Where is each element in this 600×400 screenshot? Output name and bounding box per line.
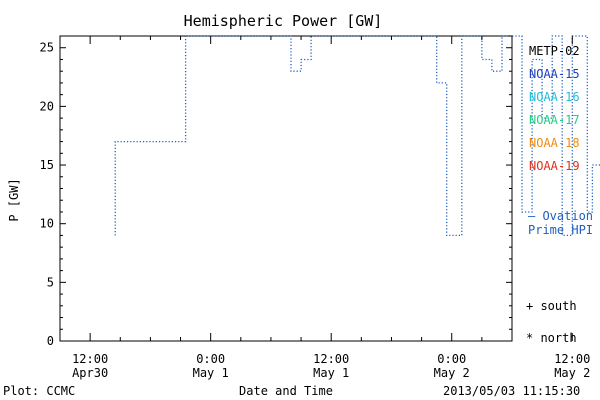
north-marker-legend: * north: [526, 331, 577, 345]
y-tick-label: 25: [40, 41, 54, 55]
plot-timestamp: 2013/05/03 11:15:30: [443, 384, 580, 398]
x-tick-sublabel: May 1: [313, 366, 349, 380]
chart-title: Hemispheric Power [GW]: [184, 12, 383, 30]
y-tick-label: 20: [40, 99, 54, 113]
x-tick-sublabel: Apr30: [72, 366, 108, 380]
y-tick-label: 10: [40, 217, 54, 231]
legend-entry-noaa-18: NOAA-18: [529, 136, 580, 150]
x-tick-label: 12:00: [313, 352, 349, 366]
y-tick-label: 0: [47, 334, 54, 348]
satellite-legend: METP-02 NOAA-15 NOAA-16 NOAA-17 NOAA-18 NOAA-…: [529, 44, 580, 173]
x-tick-label: 0:00: [437, 352, 466, 366]
legend-entry-noaa-19: NOAA-19: [529, 159, 580, 173]
legend-entry-noaa-16: NOAA-16: [529, 90, 580, 104]
ovation-legend-line1: – Ovation: [528, 209, 593, 223]
x-axis-label: Date and Time: [239, 384, 333, 398]
south-marker-legend: + south: [526, 299, 577, 313]
y-tick-label: 15: [40, 158, 54, 172]
y-axis: 0 5 10 15 20 25: [40, 35, 512, 348]
x-tick-label: 12:00: [554, 352, 590, 366]
x-tick-sublabel: May 1: [193, 366, 229, 380]
y-axis-label: P [GW]: [7, 178, 21, 221]
plot-credit: Plot: CCMC: [3, 384, 75, 398]
y-tick-label: 5: [47, 275, 54, 289]
plot-frame: [59, 35, 513, 342]
x-tick-sublabel: May 2: [554, 366, 590, 380]
ovation-series: [114, 35, 600, 237]
ovation-legend-line2: Prime HPI: [528, 223, 593, 237]
legend-entry-metp-02: METP-02: [529, 44, 580, 58]
x-tick-label: 0:00: [196, 352, 225, 366]
ovation-line: [114, 35, 600, 237]
legend-entry-noaa-17: NOAA-17: [529, 113, 580, 127]
legend-entry-noaa-15: NOAA-15: [529, 67, 580, 81]
x-tick-label: 12:00: [72, 352, 108, 366]
x-tick-sublabel: May 2: [434, 366, 470, 380]
